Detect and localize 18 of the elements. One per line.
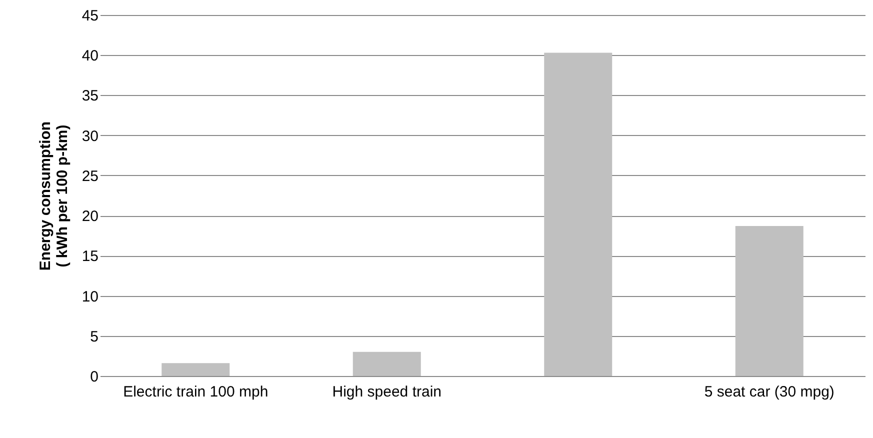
- x-tick-label: Electric train 100 mph: [123, 384, 268, 400]
- bar: [544, 52, 612, 376]
- y-tick-label: 10: [82, 288, 98, 306]
- y-tick-label: 20: [82, 208, 98, 226]
- y-tick-label: 15: [82, 248, 98, 266]
- y-tick-label: 5: [90, 328, 98, 346]
- x-tick-label: High speed train: [332, 384, 442, 400]
- y-tick-label: 40: [82, 48, 98, 65]
- y-tick-label: 45: [82, 8, 98, 24]
- x-tick-label: 5 seat car (30 mpg): [704, 384, 834, 400]
- y-axis-title: Energy consumption ( kWh per 100 p-km): [36, 121, 71, 271]
- y-tick-label: 25: [82, 168, 98, 185]
- bar: [162, 363, 230, 376]
- y-tick-label: 35: [82, 88, 98, 105]
- y-tick-label: 30: [82, 128, 98, 145]
- bar: [735, 226, 804, 376]
- y-tick-label: 0: [90, 368, 98, 386]
- bar: [352, 352, 421, 376]
